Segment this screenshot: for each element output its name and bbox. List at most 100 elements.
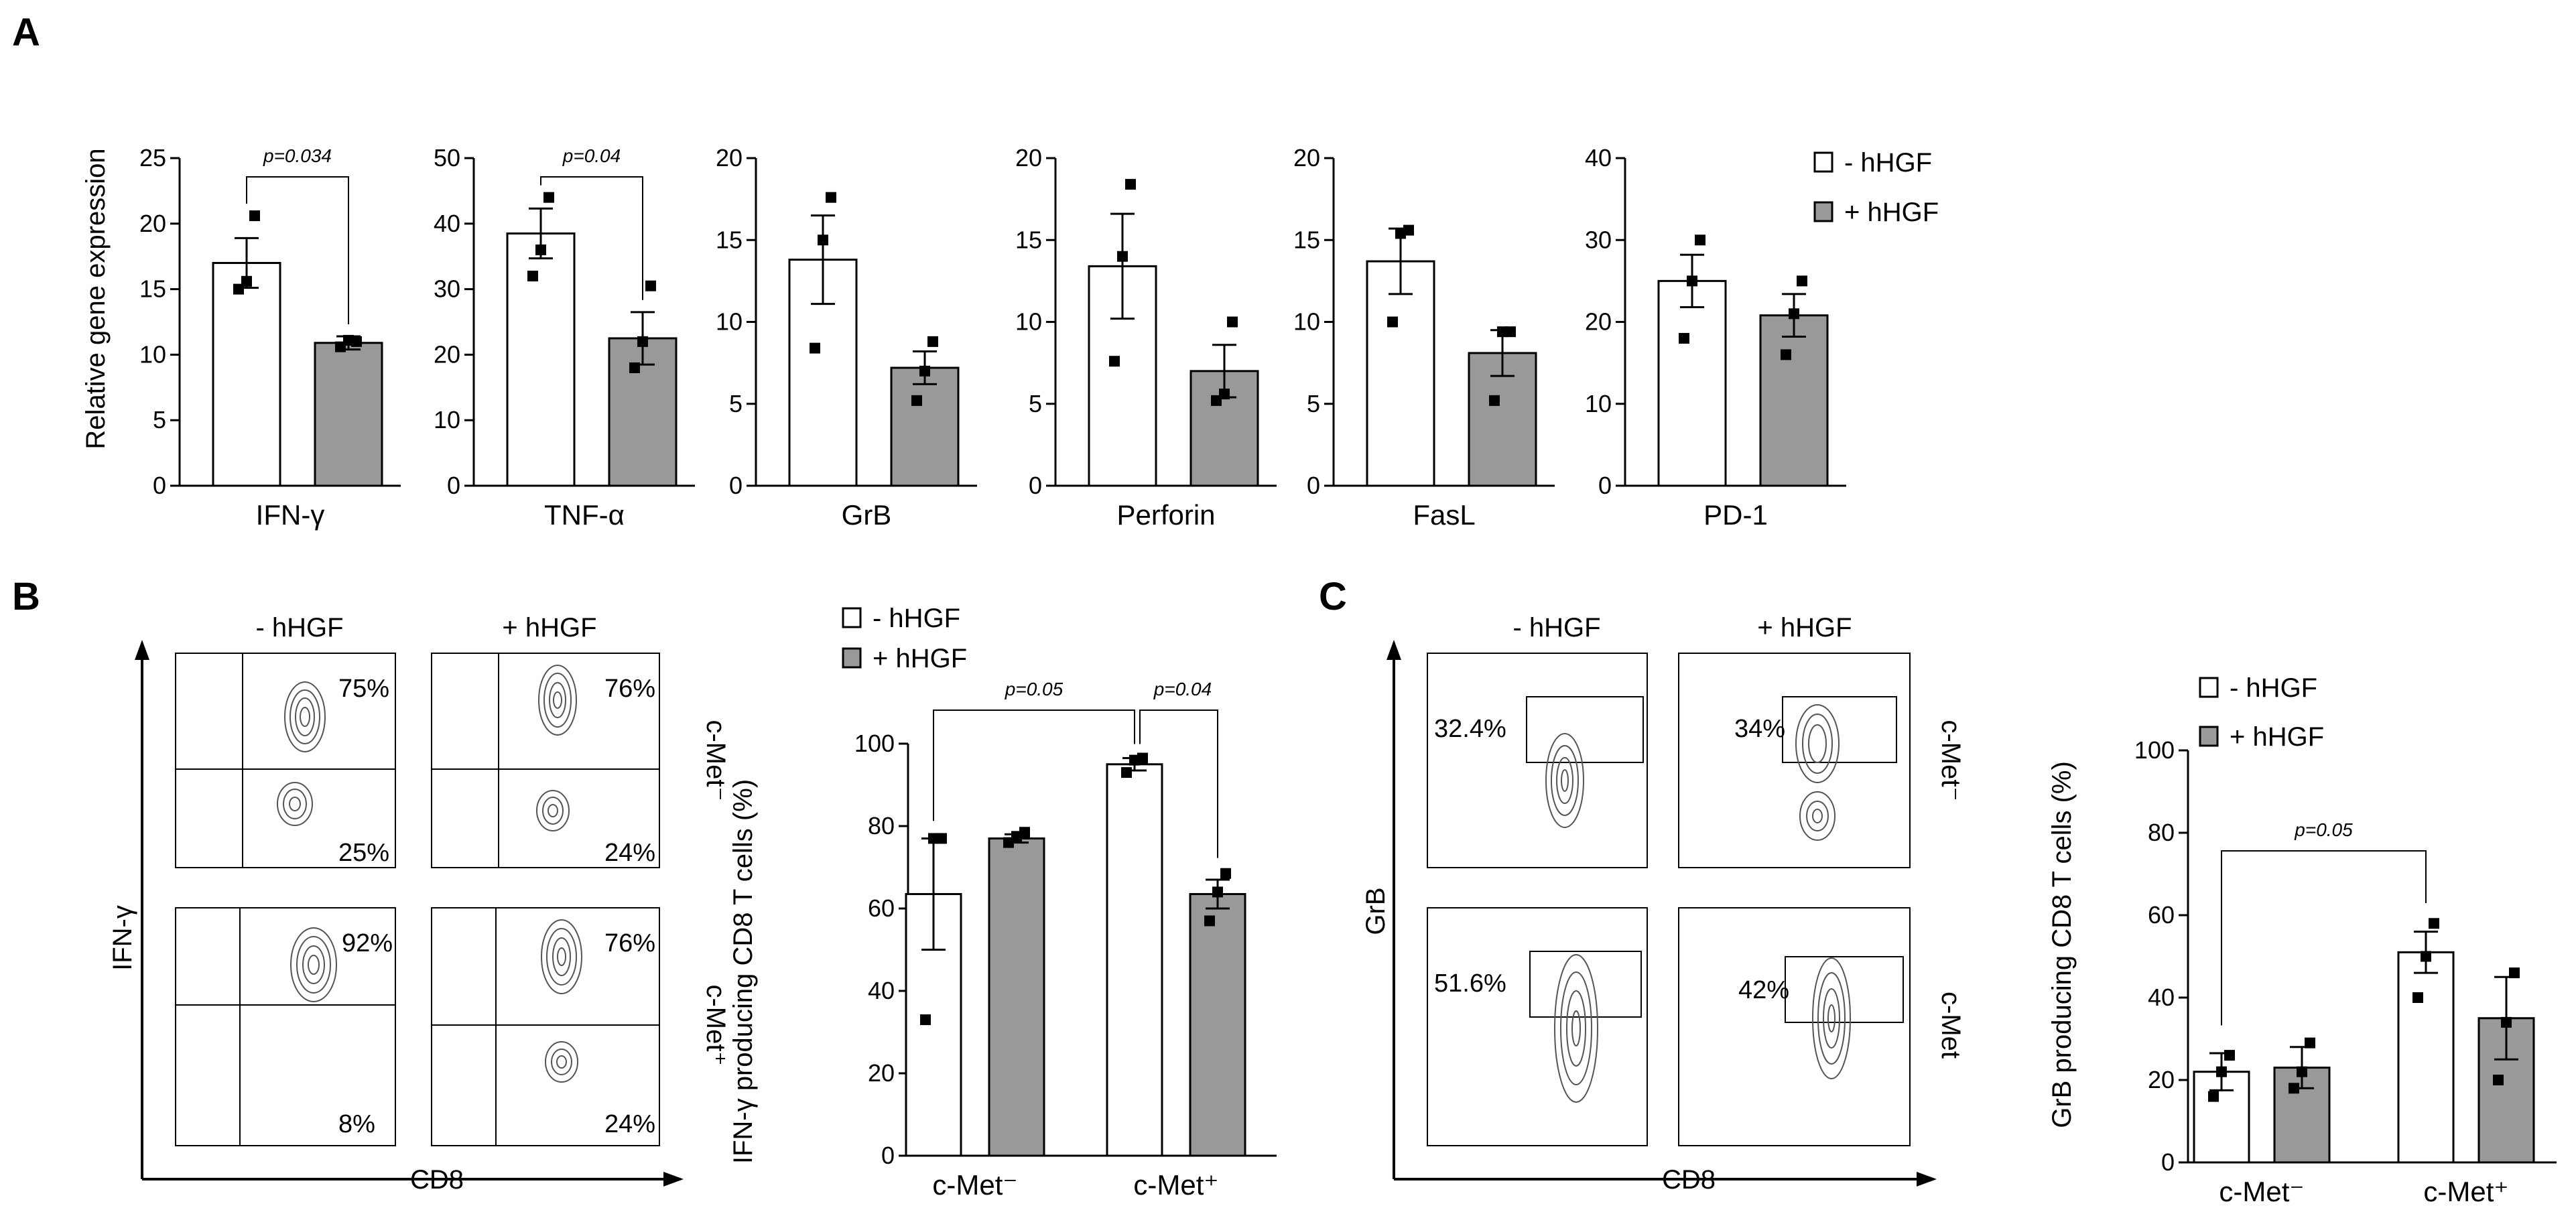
panel-letter-c: C bbox=[1319, 575, 1347, 618]
y-tick-label: 0 bbox=[153, 472, 166, 499]
panel-c-col-label-neg: - hHGF bbox=[1512, 613, 1600, 643]
data-point bbox=[818, 234, 828, 246]
panel-a-ylabel: Relative gene expression bbox=[81, 148, 111, 449]
data-point bbox=[535, 244, 546, 255]
legend-label-pos: + hHGF bbox=[873, 644, 967, 673]
category-label: FasL bbox=[1413, 499, 1475, 531]
data-point bbox=[1220, 868, 1231, 879]
y-tick-label: 40 bbox=[434, 210, 460, 237]
bar bbox=[314, 342, 383, 487]
y-tick-label: 20 bbox=[868, 1059, 895, 1087]
y-tick-label: 5 bbox=[1029, 390, 1042, 417]
data-point bbox=[826, 192, 836, 203]
legend-swatch-pos bbox=[842, 647, 862, 669]
bar bbox=[506, 232, 576, 487]
y-tick-label: 0 bbox=[1307, 472, 1320, 499]
panel-c-x-axis-label: CD8 bbox=[1662, 1165, 1716, 1195]
y-tick-label: 0 bbox=[1029, 472, 1042, 499]
data-point bbox=[2509, 967, 2520, 979]
significance-bracket bbox=[2221, 850, 2427, 1026]
flow-plot-c-neg-cmetneg bbox=[1427, 653, 1648, 868]
y-tick-label: 20 bbox=[1585, 308, 1612, 336]
panel-b-row-label-cmetneg: c-Met⁻ bbox=[701, 720, 730, 801]
y-tick-label: 50 bbox=[434, 144, 460, 172]
panel-c-col-label-pos: + hHGF bbox=[1757, 613, 1852, 643]
panel-b-col-label-pos: + hHGF bbox=[502, 613, 596, 643]
data-point bbox=[920, 1014, 931, 1026]
legend-swatch-neg bbox=[842, 607, 862, 628]
panel-c-chart-ylabel: GrB producing CD8 T cells (%) bbox=[2047, 761, 2077, 1128]
y-tick-label: 100 bbox=[854, 730, 895, 757]
y-tick-label: 20 bbox=[1293, 144, 1320, 172]
panel-b-y-arrowhead bbox=[135, 640, 149, 660]
pct-c-pos-cmetpos: 42% bbox=[1738, 976, 1789, 1004]
significance-bracket bbox=[933, 710, 1135, 821]
y-tick-label: 10 bbox=[716, 308, 743, 336]
y-tick-label: 10 bbox=[1015, 308, 1042, 336]
y-tick-label: 20 bbox=[434, 340, 460, 368]
y-tick-label: 20 bbox=[139, 210, 166, 237]
panel-c-flow: - hHGF + hHGF GrB CD8 32.4% 34% 51.6% 42… bbox=[1361, 613, 1966, 1195]
bar bbox=[1366, 260, 1435, 487]
panel-b-y-axis-label: IFN-γ bbox=[108, 905, 137, 971]
pct-b-neg-cmetpos-upper: 92% bbox=[342, 929, 393, 957]
pct-b-pos-cmetpos-lower: 24% bbox=[604, 1110, 655, 1138]
contour-plot bbox=[277, 665, 582, 1083]
flow-plot-b-pos-cmetneg bbox=[431, 653, 660, 868]
bar bbox=[890, 366, 960, 487]
data-point bbox=[810, 342, 820, 354]
pct-b-neg-cmetneg-upper: 75% bbox=[338, 675, 389, 703]
y-tick-label: 0 bbox=[447, 472, 460, 499]
y-tick-label: 30 bbox=[434, 275, 460, 303]
category-label: TNF-α bbox=[544, 499, 625, 531]
data-point bbox=[1505, 326, 1516, 338]
bar bbox=[2397, 951, 2455, 1164]
data-point bbox=[2297, 1066, 2307, 1077]
y-tick-label: 60 bbox=[2148, 901, 2175, 929]
flow-plot-b-neg-cmetpos bbox=[175, 907, 396, 1146]
legend-swatch-neg bbox=[2199, 677, 2219, 698]
flow-plot-c-pos-cmetneg bbox=[1678, 653, 1911, 868]
legend-label-neg: - hHGF bbox=[873, 604, 960, 633]
y-tick-label: 0 bbox=[881, 1142, 895, 1169]
data-point bbox=[241, 275, 252, 287]
bar bbox=[988, 837, 1045, 1157]
data-point bbox=[2429, 918, 2439, 929]
pct-b-pos-cmetneg-upper: 76% bbox=[604, 675, 655, 703]
flow-plot-b-neg-cmetneg bbox=[175, 653, 396, 868]
gate-box bbox=[1782, 696, 1897, 763]
y-tick-label: 20 bbox=[1015, 144, 1042, 172]
data-point bbox=[249, 210, 260, 222]
bar bbox=[1106, 763, 1163, 1157]
chart-ifn-gamma-expression: 0 5 10 15 20 25 IFN-γ p=0.034 bbox=[139, 144, 401, 531]
bar bbox=[1657, 279, 1727, 487]
data-point bbox=[2501, 1016, 2512, 1028]
y-tick-label: 20 bbox=[2148, 1066, 2175, 1093]
legend-label-pos: + hHGF bbox=[2230, 722, 2324, 752]
significance-bracket bbox=[1139, 710, 1218, 858]
data-point bbox=[645, 280, 656, 291]
data-point bbox=[1212, 886, 1223, 898]
y-tick-label: 25 bbox=[139, 144, 166, 172]
chart-tnf-alpha-expression: 0 10 20 30 40 50 TNF-α p=0.04 bbox=[434, 144, 695, 531]
data-point bbox=[629, 362, 640, 373]
data-point bbox=[1227, 316, 1238, 328]
pct-c-neg-cmetpos: 51.6% bbox=[1434, 969, 1506, 998]
pct-b-pos-cmetpos-upper: 76% bbox=[604, 929, 655, 957]
contour-plot bbox=[1545, 704, 1851, 1103]
y-tick-label: 5 bbox=[1307, 390, 1320, 417]
data-point bbox=[2305, 1037, 2315, 1049]
p-value-label: p=0.04 bbox=[1153, 679, 1212, 699]
data-point bbox=[936, 833, 947, 844]
p-value-label: p=0.05 bbox=[1005, 679, 1064, 699]
legend-label-neg: - hHGF bbox=[1844, 148, 1932, 178]
panel-c-row-label-cmetpos: c-Met bbox=[1936, 992, 1966, 1059]
chart-fasl-expression: 0 5 10 15 20 FasL bbox=[1293, 144, 1555, 531]
flow-plot-c-neg-cmetpos bbox=[1427, 907, 1648, 1146]
data-point bbox=[637, 336, 648, 347]
p-value-label: p=0.05 bbox=[2294, 819, 2353, 840]
bar bbox=[1189, 892, 1246, 1157]
significance-bracket bbox=[540, 176, 643, 300]
y-tick-label: 15 bbox=[1293, 226, 1320, 253]
data-point bbox=[1219, 389, 1230, 400]
